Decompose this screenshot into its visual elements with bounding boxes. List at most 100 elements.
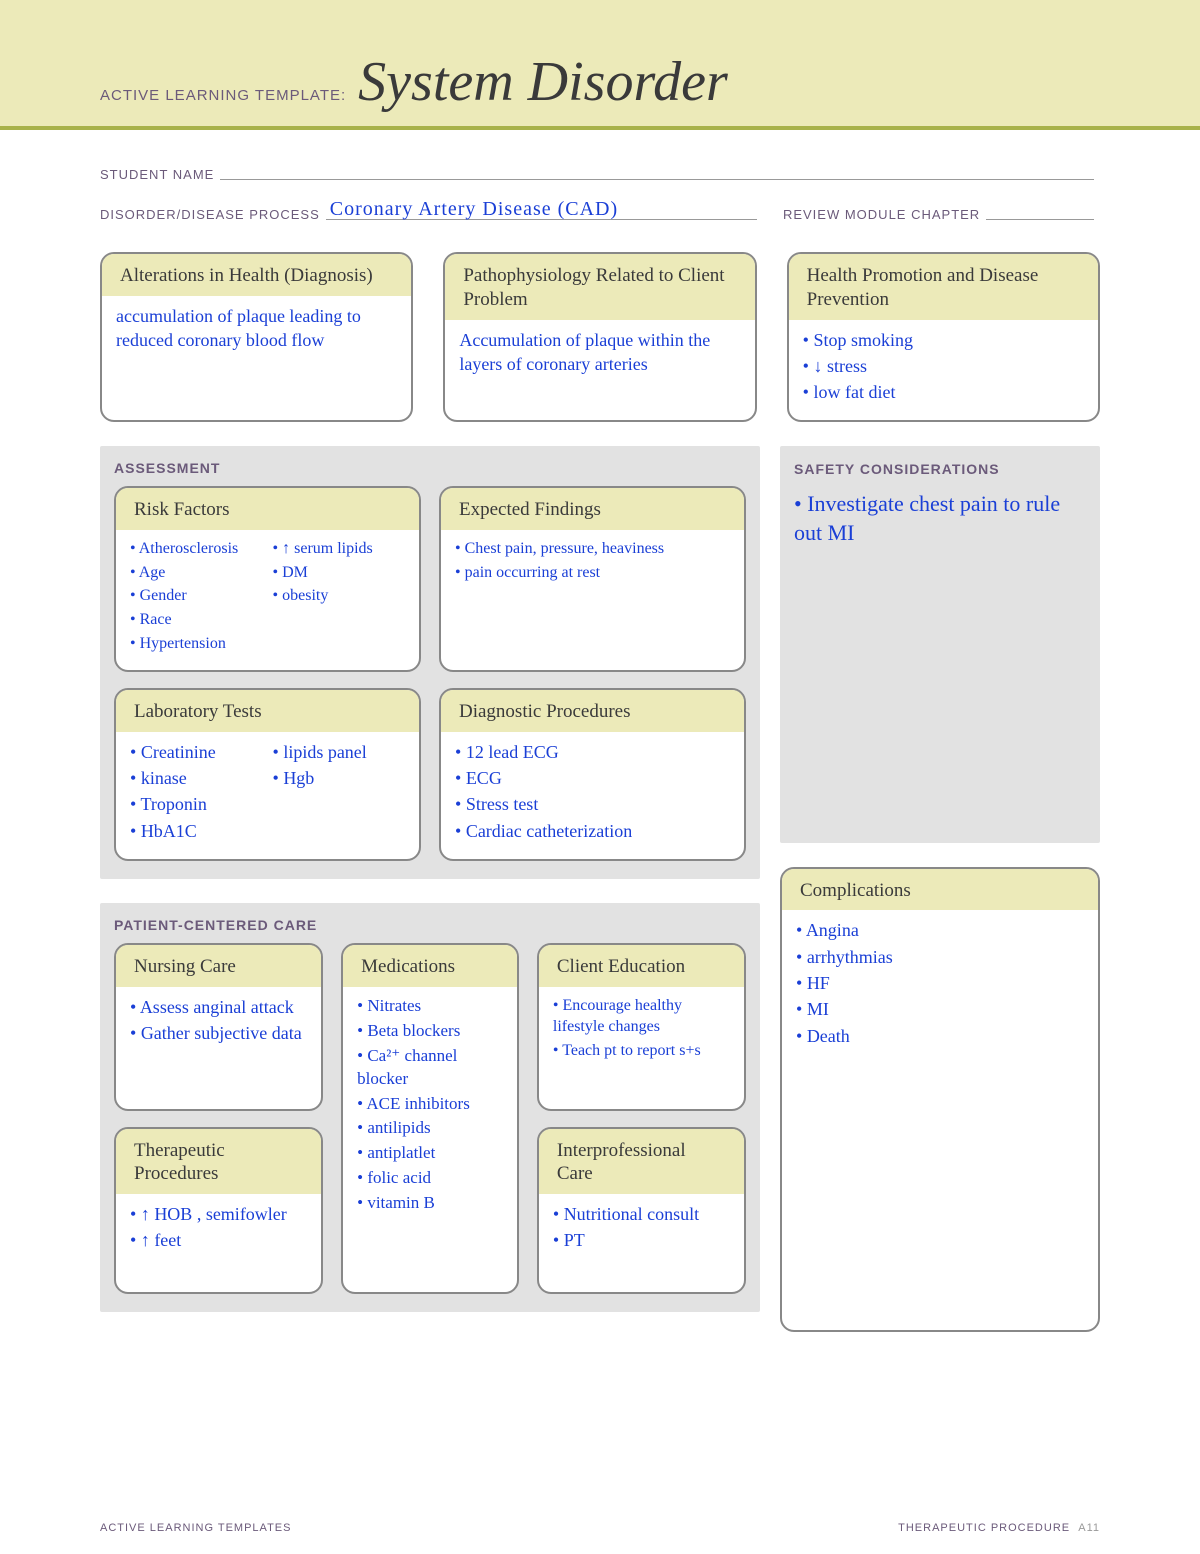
chapter-label: REVIEW MODULE CHAPTER: [783, 207, 980, 222]
diag-body: 12 lead ECG ECG Stress test Cardiac cath…: [441, 732, 744, 859]
list-item: Race: [130, 609, 263, 631]
list-item: lipids panel: [273, 740, 406, 764]
risk-title: Risk Factors: [116, 488, 419, 530]
pcc-section: PATIENT-CENTERED CARE Nursing Care Asses…: [100, 903, 760, 1312]
disorder-field[interactable]: Coronary Artery Disease (CAD): [326, 200, 757, 220]
safety-text: Investigate chest pain to rule out MI: [794, 491, 1060, 546]
student-name-field[interactable]: [220, 160, 1094, 180]
header-label: ACTIVE LEARNING TEMPLATE:: [100, 87, 346, 104]
therapeutic-card: Therapeutic Procedures ↑ HOB , semifowle…: [114, 1127, 323, 1295]
list-item: DM: [273, 562, 406, 584]
therapeutic-body: ↑ HOB , semifowler ↑ feet: [116, 1194, 321, 1294]
expected-title: Expected Findings: [441, 488, 744, 530]
pcc-label: PATIENT-CENTERED CARE: [114, 917, 746, 933]
footer-right-label: THERAPEUTIC PROCEDURE: [898, 1522, 1070, 1534]
list-item: Angina: [796, 918, 1084, 942]
list-item: Beta blockers: [357, 1020, 503, 1043]
promotion-body: Stop smoking ↓ stress low fat diet: [789, 320, 1098, 421]
list-item: 12 lead ECG: [455, 740, 730, 764]
safety-section: SAFETY CONSIDERATIONS • Investigate ches…: [780, 446, 1100, 842]
footer-page: A11: [1078, 1522, 1100, 1534]
list-item: Stress test: [455, 792, 730, 816]
list-item: Age: [130, 562, 263, 584]
risk-card: Risk Factors Atherosclerosis Age Gender: [114, 486, 421, 672]
education-body: Encourage healthy lifestyle changes Teac…: [539, 987, 744, 1097]
disorder-value: Coronary Artery Disease (CAD): [330, 198, 618, 221]
list-item: Ca²⁺ channel blocker: [357, 1045, 503, 1091]
list-item: antilipids: [357, 1117, 503, 1140]
interprof-body: Nutritional consult PT: [539, 1194, 744, 1294]
therapeutic-title: Therapeutic Procedures: [116, 1129, 321, 1195]
list-item: PT: [553, 1228, 730, 1252]
alterations-card: Alterations in Health (Diagnosis) accumu…: [100, 252, 413, 422]
list-item: Stop smoking: [803, 328, 1084, 352]
left-column: ASSESSMENT Risk Factors Atherosclerosis …: [100, 446, 760, 1336]
footer-right: THERAPEUTIC PROCEDURE A11: [898, 1522, 1100, 1534]
meta-disorder-row: DISORDER/DISEASE PROCESS Coronary Artery…: [100, 200, 1100, 222]
safety-body: • Investigate chest pain to rule out MI: [794, 489, 1086, 829]
top-cards-row: Alterations in Health (Diagnosis) accumu…: [100, 252, 1100, 422]
list-item: antiplatlet: [357, 1142, 503, 1165]
diag-title: Diagnostic Procedures: [441, 690, 744, 732]
diag-card: Diagnostic Procedures 12 lead ECG ECG St…: [439, 688, 746, 861]
chapter-field[interactable]: [986, 200, 1094, 220]
list-item: obesity: [273, 585, 406, 607]
labs-body: Creatinine kinase Troponin HbA1C: [116, 732, 419, 859]
content-area: STUDENT NAME DISORDER/DISEASE PROCESS Co…: [0, 130, 1200, 1336]
alterations-body: accumulation of plaque leading to reduce…: [102, 296, 411, 367]
nursing-title: Nursing Care: [116, 945, 321, 987]
list-item: vitamin B: [357, 1192, 503, 1215]
footer: ACTIVE LEARNING TEMPLATES THERAPEUTIC PR…: [100, 1522, 1100, 1534]
labs-title: Laboratory Tests: [116, 690, 419, 732]
complications-body: Angina arrhythmias HF MI Death: [782, 910, 1098, 1330]
list-item: HbA1C: [130, 819, 263, 843]
footer-left: ACTIVE LEARNING TEMPLATES: [100, 1522, 291, 1534]
patho-card: Pathophysiology Related to Client Proble…: [443, 252, 756, 422]
nursing-body: Assess anginal attack Gather subjective …: [116, 987, 321, 1097]
safety-label: SAFETY CONSIDERATIONS: [794, 460, 1086, 478]
list-item: MI: [796, 997, 1084, 1021]
header-band: ACTIVE LEARNING TEMPLATE: System Disorde…: [0, 0, 1200, 130]
meds-body: Nitrates Beta blockers Ca²⁺ channel bloc…: [343, 987, 517, 1287]
meta-student-row: STUDENT NAME: [100, 160, 1100, 182]
labs-card: Laboratory Tests Creatinine kinase Tropo…: [114, 688, 421, 861]
disorder-label: DISORDER/DISEASE PROCESS: [100, 207, 320, 222]
meds-card: Medications Nitrates Beta blockers Ca²⁺ …: [341, 943, 519, 1294]
risk-body: Atherosclerosis Age Gender Race Hyperten…: [116, 530, 419, 670]
list-item: ↑ feet: [130, 1228, 307, 1252]
right-column: SAFETY CONSIDERATIONS • Investigate ches…: [780, 446, 1100, 1336]
page: ACTIVE LEARNING TEMPLATE: System Disorde…: [0, 0, 1200, 1554]
complications-card: Complications Angina arrhythmias HF MI D…: [780, 867, 1100, 1333]
list-item: Cardiac catheterization: [455, 819, 730, 843]
promotion-list: Stop smoking ↓ stress low fat diet: [803, 328, 1084, 405]
education-title: Client Education: [539, 945, 744, 987]
list-item: low fat diet: [803, 380, 1084, 404]
list-item: Teach pt to report s+s: [553, 1040, 730, 1062]
interprof-title: Interprofessional Care: [539, 1129, 744, 1195]
list-item: Atherosclerosis: [130, 538, 263, 560]
list-item: arrhythmias: [796, 945, 1084, 969]
list-item: ACE inhibitors: [357, 1093, 503, 1116]
list-item: Hgb: [273, 766, 406, 790]
patho-title: Pathophysiology Related to Client Proble…: [445, 254, 754, 320]
list-item: ↑ HOB , semifowler: [130, 1202, 307, 1226]
list-item: Creatinine: [130, 740, 263, 764]
complications-title: Complications: [782, 869, 1098, 911]
expected-body: Chest pain, pressure, heaviness pain occ…: [441, 530, 744, 599]
education-card: Client Education Encourage healthy lifes…: [537, 943, 746, 1111]
promotion-card: Health Promotion and Disease Prevention …: [787, 252, 1100, 422]
header-title: System Disorder: [358, 50, 728, 114]
list-item: ECG: [455, 766, 730, 790]
list-item: Troponin: [130, 792, 263, 816]
interprof-card: Interprofessional Care Nutritional consu…: [537, 1127, 746, 1295]
patho-body: Accumulation of plaque within the layers…: [445, 320, 754, 391]
list-item: Chest pain, pressure, heaviness: [455, 538, 730, 560]
list-item: Nitrates: [357, 995, 503, 1018]
list-item: HF: [796, 971, 1084, 995]
list-item: Gather subjective data: [130, 1021, 307, 1045]
list-item: Hypertension: [130, 633, 263, 655]
list-item: ↓ stress: [803, 354, 1084, 378]
list-item: pain occurring at rest: [455, 562, 730, 584]
list-item: Assess anginal attack: [130, 995, 307, 1019]
promotion-title: Health Promotion and Disease Prevention: [789, 254, 1098, 320]
